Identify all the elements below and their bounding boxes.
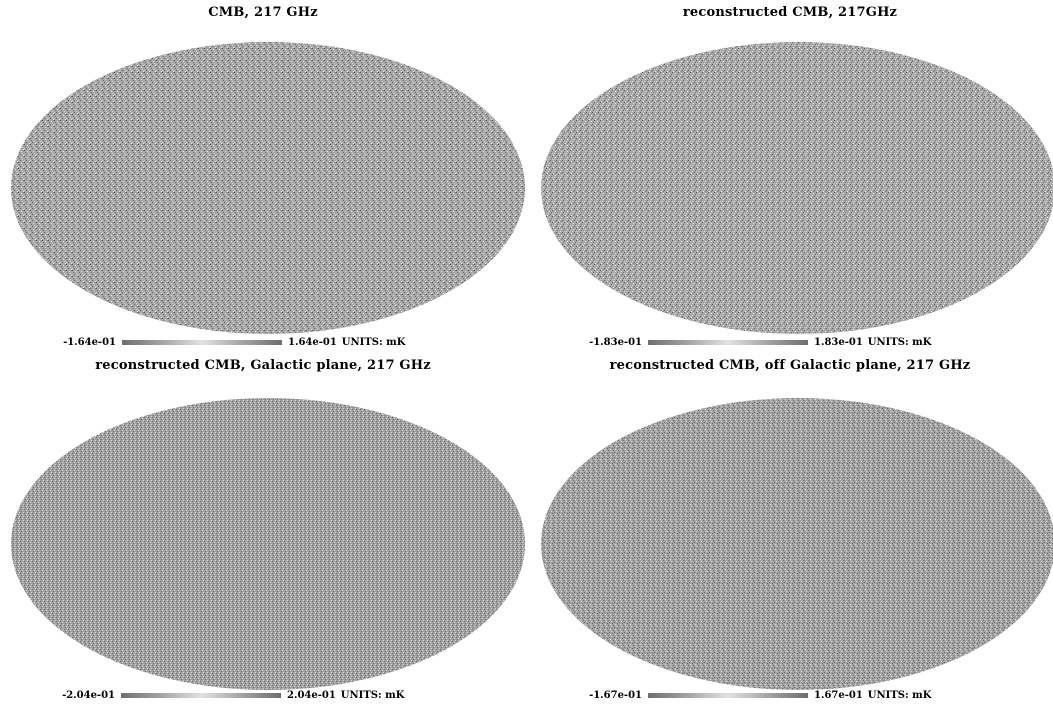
map-title: CMB, 217 GHz <box>208 5 318 20</box>
colorbar-units-label: UNITS: mK <box>867 336 932 348</box>
sky-ellipse <box>541 398 1053 690</box>
colorbar-gradient <box>648 692 808 698</box>
colorbar-gradient <box>648 339 808 345</box>
colorbar-min-label: -1.67e-01 <box>589 689 642 701</box>
sky-ellipse <box>541 42 1053 334</box>
colorbar-units-label: UNITS: mK <box>867 689 932 701</box>
colorbar: -1.64e-01 1.64e-01 UNITS: mK <box>46 335 405 349</box>
mollweide-sky-map <box>541 42 1053 334</box>
colorbar-gradient <box>122 339 282 345</box>
colorbar-max-label: 1.64e-01 <box>288 336 337 348</box>
colorbar: -2.04e-01 2.04e-01 UNITS: mK <box>45 688 404 702</box>
colorbar-units-label: UNITS: mK <box>341 336 406 348</box>
colorbar-min-label: -1.83e-01 <box>589 336 642 348</box>
colorbar-min-label: -1.64e-01 <box>63 336 116 348</box>
colorbar-max-label: 1.67e-01 <box>814 689 863 701</box>
sky-ellipse <box>11 398 525 690</box>
colorbar: -1.67e-01 1.67e-01 UNITS: mK <box>572 688 931 702</box>
mollweide-sky-map <box>541 398 1053 690</box>
colorbar-min-label: -2.04e-01 <box>62 689 115 701</box>
colorbar-max-label: 1.83e-01 <box>814 336 863 348</box>
map-panel-reconstructed-cmb-galactic-plane: reconstructed CMB, Galactic plane, 217 G… <box>0 353 526 706</box>
colorbar-max-label: 2.04e-01 <box>287 689 336 701</box>
mollweide-sky-map <box>11 398 525 690</box>
colorbar-units-label: UNITS: mK <box>340 689 405 701</box>
map-title: reconstructed CMB, off Galactic plane, 2… <box>609 358 971 373</box>
map-title: reconstructed CMB, 217GHz <box>682 5 898 20</box>
map-panel-cmb: CMB, 217 GHz -1.64e-01 1.64e-01 UNITS: m… <box>0 0 526 353</box>
map-panel-reconstructed-cmb: reconstructed CMB, 217GHz -1.83e-01 1.83… <box>527 0 1053 353</box>
map-title: reconstructed CMB, Galactic plane, 217 G… <box>95 358 431 373</box>
sky-ellipse <box>11 42 525 334</box>
colorbar-gradient <box>121 692 281 698</box>
colorbar: -1.83e-01 1.83e-01 UNITS: mK <box>572 335 931 349</box>
map-panel-reconstructed-cmb-off-galactic-plane: reconstructed CMB, off Galactic plane, 2… <box>527 353 1053 706</box>
mollweide-sky-map <box>11 42 525 334</box>
